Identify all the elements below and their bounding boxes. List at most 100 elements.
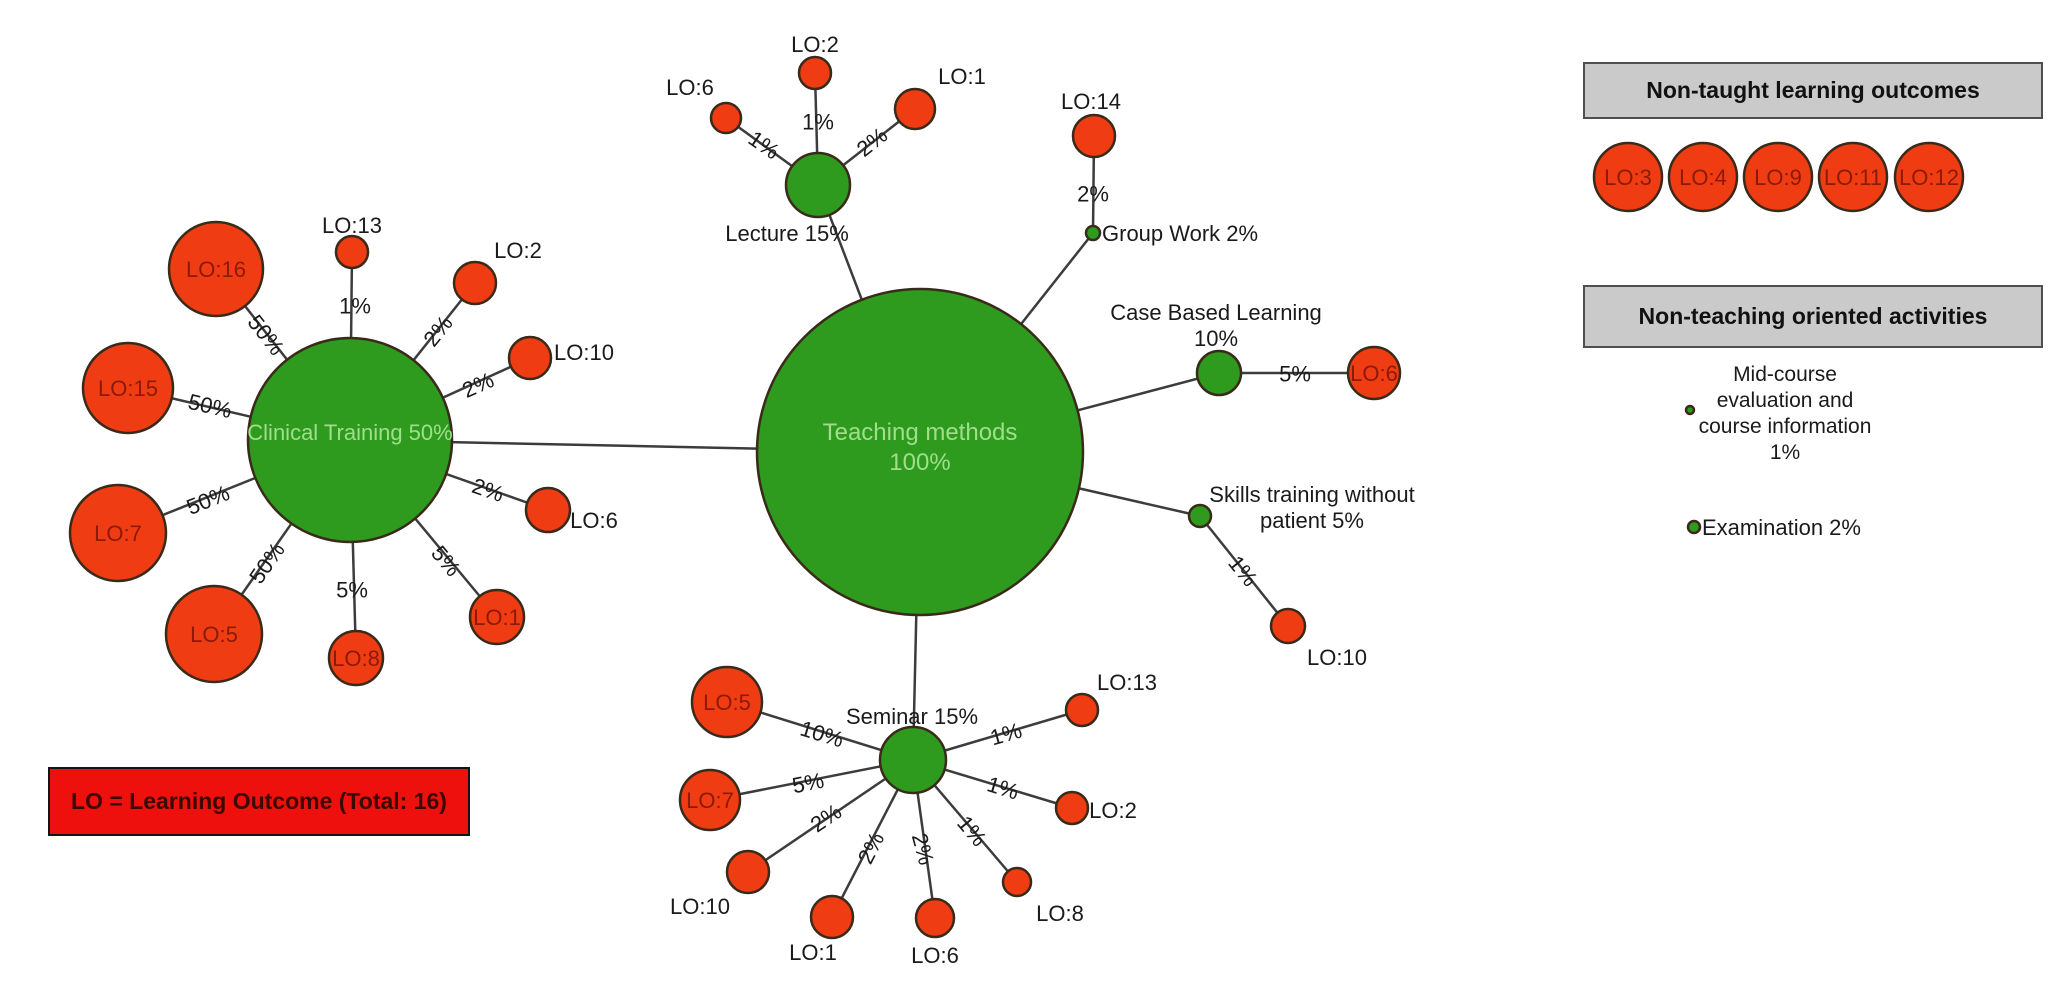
node-label-c_lo5: LO:5 (190, 622, 238, 647)
node-se_lo5 (690, 665, 764, 739)
node-groupwork (1084, 224, 1102, 242)
node-c_lo15 (81, 341, 175, 435)
node-label-lg_lo4: LO:4 (1679, 165, 1727, 190)
edge-label-clinical-c_lo6: 2% (469, 473, 507, 507)
node-clinical (246, 336, 454, 544)
node-label-l_lo6: LO:6 (666, 75, 714, 100)
node-label-cb_lo6: LO:6 (1350, 361, 1398, 386)
node-l_lo1 (893, 87, 937, 131)
edge-label-seminar-se_lo6: 2% (907, 830, 939, 867)
edge-label-clinical-c_lo1: 5% (426, 541, 466, 581)
edge-label-clinical-c_lo7: 50% (183, 480, 233, 520)
node-label-lecture: Lecture 15% (725, 221, 849, 246)
node-label-lg_lo3: LO:3 (1604, 165, 1652, 190)
node-label-lg_lo11: LO:11 (1824, 165, 1882, 190)
edge-label-lecture-l_lo6: 1% (744, 126, 784, 165)
node-se_lo8 (1001, 866, 1033, 898)
node-label-c_lo2: LO:2 (494, 238, 542, 263)
node-label-se_lo8: LO:8 (1036, 901, 1084, 926)
node-label-c_lo6: LO:6 (570, 508, 618, 533)
node-l_lo2 (797, 55, 833, 91)
node-label-lg_lo12: LO:12 (1899, 165, 1959, 190)
legend-non-teaching-box: Non-teaching oriented activities (1583, 285, 2043, 348)
node-c_lo1 (468, 588, 526, 646)
edge-label-seminar-se_lo1: 2% (853, 828, 890, 868)
node-label-se_lo5: LO:5 (703, 690, 751, 715)
node-label-skills: Skills training without patient 5% (1209, 482, 1414, 533)
node-label-se_lo6: LO:6 (911, 943, 959, 968)
node-label-c_lo8: LO:8 (332, 646, 380, 671)
node-l_lo6 (709, 101, 743, 135)
node-lg_lo11 (1817, 141, 1889, 213)
node-label-clinical: Clinical Training 50% (247, 420, 452, 445)
node-label-s_lo10: LO:10 (1307, 645, 1367, 670)
edge-label-lecture-l_lo2: 1% (802, 110, 834, 135)
node-label-c_lo13: LO:13 (322, 213, 382, 238)
node-label-se_lo7: LO:7 (686, 788, 734, 813)
edge-label-lecture-l_lo1: 2% (852, 122, 892, 161)
edge-label-seminar-se_lo2: 1% (984, 771, 1022, 804)
node-label-c_lo15: LO:15 (98, 376, 158, 401)
edge-label-clinical-c_lo15: 50% (186, 389, 235, 423)
edge-label-clinical-c_lo8: 5% (336, 578, 368, 603)
node-lecture (784, 151, 852, 219)
edge-label-seminar-se_lo5: 10% (797, 716, 846, 753)
edge-label-seminar-se_lo10: 2% (806, 799, 846, 838)
node-label-se_lo10: LO:10 (670, 894, 730, 919)
node-c_lo7 (68, 483, 168, 583)
edge-seminar-se_lo7 (709, 758, 914, 802)
node-g_lo14 (1071, 113, 1117, 159)
node-label-seminar: Seminar 15% (846, 704, 978, 729)
edge-label-clinical-c_lo13: 1% (339, 294, 371, 319)
node-c_lo8 (327, 629, 385, 687)
edge-label-groupwork-g_lo14: 2% (1077, 182, 1109, 207)
node-label-c_lo16: LO:16 (186, 257, 246, 282)
node-skills (1187, 503, 1213, 529)
node-c_lo16 (167, 220, 265, 318)
footnote-box: LO = Learning Outcome (Total: 16) (48, 767, 470, 836)
node-label-c_lo7: LO:7 (94, 521, 142, 546)
node-label-groupwork: Group Work 2% (1102, 221, 1258, 246)
node-se_lo2 (1054, 790, 1090, 826)
node-c_lo10 (507, 335, 553, 381)
legend-non-teaching-title: Non-teaching oriented activities (1638, 303, 1988, 329)
node-se_lo1 (809, 894, 855, 940)
node-lg_mid_dot (1684, 404, 1696, 416)
node-se_lo6 (914, 897, 956, 939)
examination-label: Examination 2% (1702, 515, 1861, 540)
node-c_lo5 (164, 584, 264, 684)
edge-skills-s_lo10 (1199, 515, 1289, 627)
edge-label-casebased-cb_lo6: 5% (1279, 362, 1311, 387)
edge-label-seminar-se_lo7: 5% (790, 768, 826, 799)
node-label-c_lo10: LO:10 (554, 340, 614, 365)
node-lg_lo4 (1667, 141, 1739, 213)
legend-non-taught-box: Non-taught learning outcomes (1583, 62, 2043, 119)
node-lg_lo12 (1893, 141, 1965, 213)
node-label-l_lo1: LO:1 (938, 64, 986, 89)
footnote-text: LO = Learning Outcome (Total: 16) (71, 788, 447, 814)
node-c_lo2 (452, 260, 498, 306)
node-label-g_lo14: LO:14 (1061, 89, 1121, 114)
node-s_lo10 (1269, 607, 1307, 645)
edge-label-seminar-se_lo13: 1% (987, 718, 1024, 751)
node-lg_lo9 (1742, 141, 1814, 213)
legend-non-taught-title: Non-taught learning outcomes (1646, 77, 1980, 103)
edge-label-clinical-c_lo10: 2% (458, 367, 497, 403)
midcourse-evaluation-label: Mid-course evaluation and course informa… (1698, 363, 1872, 464)
node-seminar (878, 725, 948, 795)
node-cb_lo6 (1346, 345, 1402, 401)
node-c_lo6 (524, 486, 572, 534)
node-se_lo7 (678, 768, 742, 832)
node-lg_exam_dot (1686, 519, 1702, 535)
node-label-se_lo2: LO:2 (1089, 798, 1137, 823)
node-c_lo13 (334, 234, 370, 270)
node-casebased (1195, 349, 1243, 397)
node-teaching (755, 287, 1085, 617)
node-label-l_lo2: LO:2 (791, 32, 839, 57)
node-label-teaching: Teaching methods 100% (823, 419, 1018, 476)
node-label-se_lo1: LO:1 (789, 940, 837, 965)
node-se_lo10 (725, 849, 771, 895)
node-lg_lo3 (1592, 141, 1664, 213)
